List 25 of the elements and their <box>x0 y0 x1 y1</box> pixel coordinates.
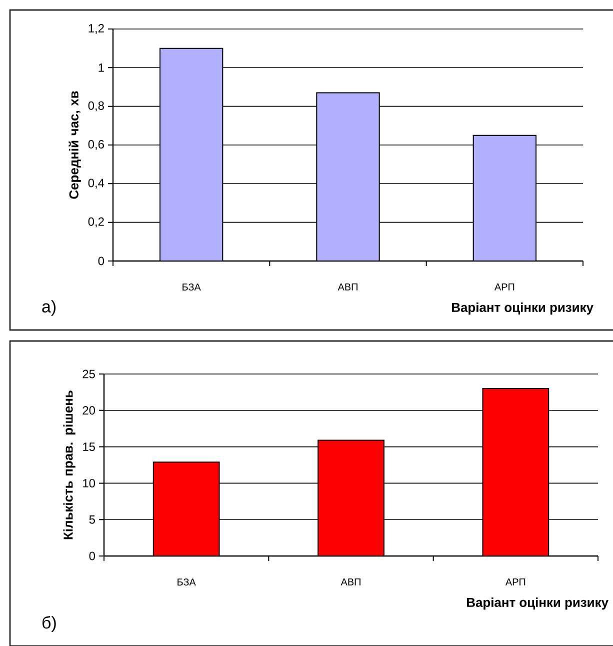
x-tick-label: АВП <box>340 578 360 586</box>
y-tick-label: 0,8 <box>88 101 104 112</box>
x-tick-label: БЗА <box>178 578 196 586</box>
y-tick-label: 1,2 <box>88 24 104 34</box>
x-tick-label: АРП <box>494 284 514 290</box>
y-axis-title: Середній час, хв <box>68 91 82 199</box>
x-axis-title: Варіант оцінки ризику <box>467 598 608 610</box>
y-tick-label: 0 <box>98 256 104 266</box>
x-tick-label: АРП <box>505 578 526 586</box>
x-tick-label: АВП <box>338 284 358 290</box>
y-tick-label: 5 <box>89 515 95 524</box>
y-tick-label: 25 <box>82 370 95 378</box>
y-tick-label: 20 <box>82 406 96 415</box>
y-tick-label: 0,2 <box>88 217 104 228</box>
y-tick-label: 0 <box>89 552 96 560</box>
y-tick-label: 1 <box>98 64 104 72</box>
y-tick-label: 15 <box>83 442 95 451</box>
y-tick-label: 10 <box>83 478 96 488</box>
x-tick-label: БЗА <box>182 284 201 291</box>
y-axis-title: Кількість прав. рішень <box>63 390 76 540</box>
y-tick-label: 0,6 <box>88 140 104 150</box>
y-tick-label: 0,4 <box>88 178 104 189</box>
text: а) <box>42 300 56 316</box>
text: б) <box>42 616 56 632</box>
x-axis-title: Варіант оцінки ризику <box>452 302 594 315</box>
